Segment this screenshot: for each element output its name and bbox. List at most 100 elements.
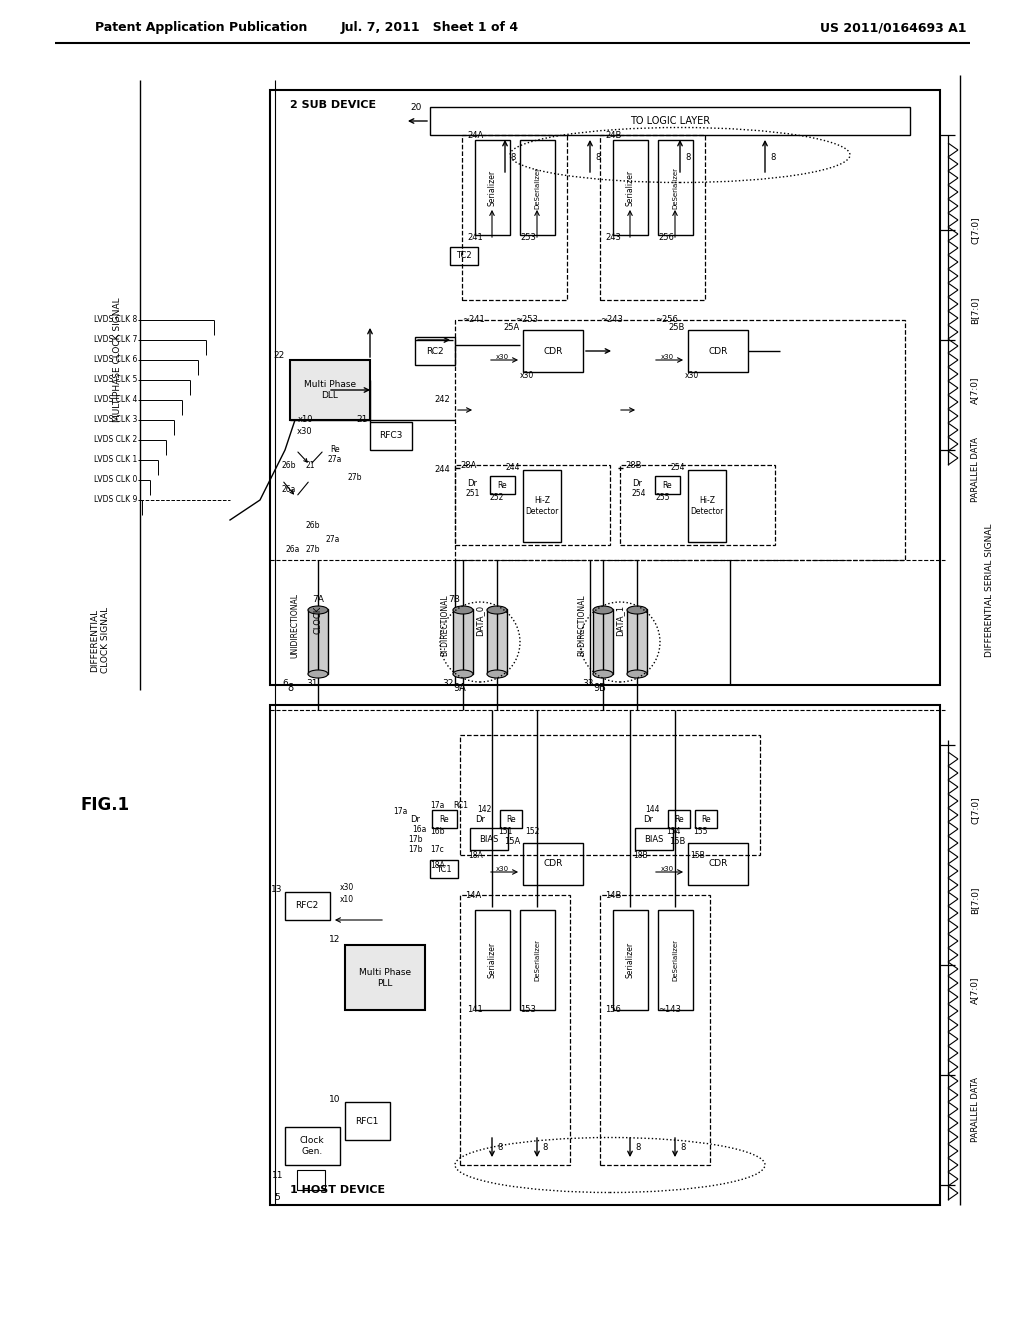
Text: DeSerializer: DeSerializer (672, 168, 678, 209)
Ellipse shape (308, 606, 328, 614)
Text: x30: x30 (660, 354, 674, 360)
Text: 9B: 9B (594, 682, 606, 693)
Text: Multi Phase
DLL: Multi Phase DLL (304, 380, 356, 400)
Text: Dr: Dr (410, 816, 420, 825)
Bar (430, 107, 910, 135)
Text: Serializer: Serializer (487, 170, 497, 206)
Text: BI-DIRECTIONAL: BI-DIRECTIONAL (440, 594, 450, 656)
Text: 28B: 28B (625, 461, 641, 470)
Text: 33: 33 (583, 678, 594, 688)
Text: 14B: 14B (605, 891, 622, 899)
Text: 22: 22 (273, 351, 285, 359)
Text: BI-DIRECTIONAL: BI-DIRECTIONAL (578, 594, 587, 656)
Bar (600, 135, 705, 300)
Ellipse shape (593, 671, 613, 678)
Text: 8: 8 (685, 153, 690, 161)
Bar (290, 360, 370, 420)
Text: MULTIPHASE CLOCK SIGNAL: MULTIPHASE CLOCK SIGNAL (114, 298, 123, 422)
Text: 17b: 17b (408, 846, 422, 854)
Text: x10: x10 (297, 416, 312, 425)
Text: Dr: Dr (467, 479, 477, 488)
Text: Re: Re (439, 814, 449, 824)
Text: 151: 151 (498, 828, 512, 837)
Bar (470, 828, 508, 850)
Text: 241: 241 (467, 234, 482, 243)
Text: 31: 31 (306, 678, 317, 688)
Text: x30: x30 (340, 883, 354, 892)
Text: LVDS CLK 7: LVDS CLK 7 (93, 335, 137, 345)
Text: ~256: ~256 (655, 315, 678, 325)
Text: Serializer: Serializer (487, 942, 497, 978)
Text: Dr: Dr (643, 816, 653, 825)
Bar (500, 810, 522, 828)
Text: x30: x30 (660, 866, 674, 873)
Text: 153: 153 (520, 1006, 536, 1015)
Bar (490, 477, 515, 494)
Text: 14A: 14A (465, 891, 481, 899)
Text: 18B: 18B (633, 850, 647, 859)
Text: CDR: CDR (544, 859, 562, 869)
Text: Re: Re (498, 480, 507, 490)
Text: LVDS CLK 8: LVDS CLK 8 (94, 315, 137, 325)
Ellipse shape (453, 606, 473, 614)
Text: 26b: 26b (305, 520, 319, 529)
Text: Dr: Dr (632, 479, 642, 488)
Ellipse shape (487, 606, 507, 614)
Text: 141: 141 (467, 1006, 482, 1015)
Text: 142: 142 (477, 805, 492, 814)
Text: BIAS: BIAS (479, 834, 499, 843)
Text: 12: 12 (329, 936, 340, 945)
Text: DeSerializer: DeSerializer (534, 939, 540, 981)
Text: BIAS: BIAS (644, 834, 664, 843)
Text: 16b: 16b (430, 828, 444, 837)
Text: 242: 242 (434, 396, 450, 404)
Text: 16a: 16a (412, 825, 426, 834)
Text: x30: x30 (520, 371, 535, 380)
Bar (600, 895, 710, 1166)
Bar (613, 140, 648, 235)
Text: 9A: 9A (454, 682, 466, 693)
Text: Clock
Gen.: Clock Gen. (300, 1137, 325, 1156)
Bar (270, 705, 940, 1205)
Bar (688, 843, 748, 884)
Text: LVDS CLK 9: LVDS CLK 9 (93, 495, 137, 504)
Text: 8: 8 (680, 1143, 686, 1152)
Bar (455, 319, 905, 560)
Bar (460, 895, 570, 1166)
Text: 24B: 24B (605, 131, 622, 140)
Text: 256: 256 (658, 234, 674, 243)
Text: 27b: 27b (348, 473, 362, 482)
Bar (285, 1127, 340, 1166)
Text: 8: 8 (595, 153, 601, 161)
Text: 24A: 24A (467, 131, 483, 140)
Text: B[7:0]: B[7:0] (971, 886, 980, 913)
Text: RC1: RC1 (453, 800, 468, 809)
Text: Re: Re (701, 814, 711, 824)
Text: A[7:0]: A[7:0] (971, 977, 980, 1003)
Text: LVDS CLK 6: LVDS CLK 6 (93, 355, 137, 364)
Text: RFC1: RFC1 (355, 1117, 379, 1126)
Bar (668, 810, 690, 828)
Bar (308, 609, 328, 675)
Bar (297, 1170, 325, 1191)
Text: 25A: 25A (504, 323, 520, 333)
Text: 28A: 28A (460, 461, 476, 470)
Text: DIFFERENTIAL
CLOCK SIGNAL: DIFFERENTIAL CLOCK SIGNAL (90, 607, 110, 673)
Text: Serializer: Serializer (626, 942, 635, 978)
Text: 17a: 17a (430, 800, 444, 809)
Text: 154: 154 (666, 828, 681, 837)
Bar (345, 1102, 390, 1140)
Text: 10: 10 (329, 1096, 340, 1105)
Text: 27a: 27a (325, 536, 339, 544)
Text: 252: 252 (490, 494, 505, 503)
Text: 2 SUB DEVICE: 2 SUB DEVICE (290, 100, 376, 110)
Text: 144: 144 (645, 805, 659, 814)
Text: 15B: 15B (690, 850, 705, 859)
Text: RFC2: RFC2 (295, 902, 318, 911)
Text: Multi Phase
PLL: Multi Phase PLL (359, 969, 411, 987)
Text: x30: x30 (297, 428, 312, 437)
Text: Re: Re (674, 814, 684, 824)
Text: CDR: CDR (709, 859, 728, 869)
Ellipse shape (453, 671, 473, 678)
Text: x30: x30 (496, 354, 509, 360)
